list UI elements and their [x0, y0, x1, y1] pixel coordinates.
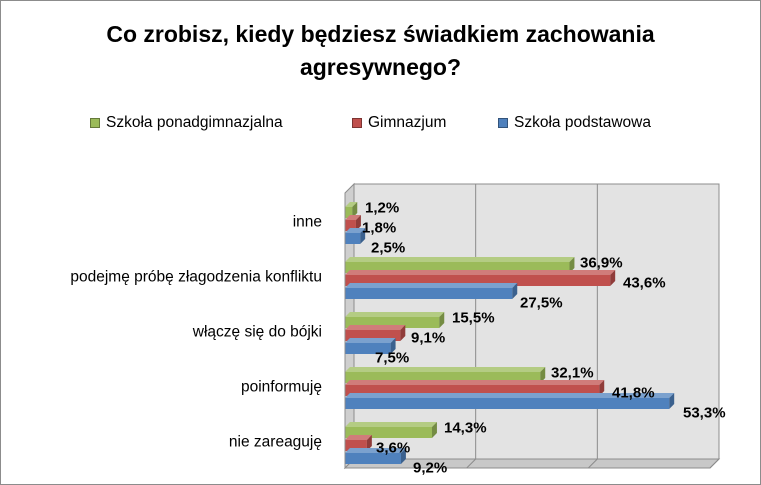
bar-end-1-5 — [431, 422, 437, 438]
bar-top-1-2 — [345, 257, 575, 262]
category-label-5: nie zareaguję — [229, 434, 322, 451]
legend-label: Gimnazjum — [368, 114, 447, 131]
data-label-1-2: 36,9% — [580, 255, 623, 272]
bar-top-1-1 — [345, 202, 358, 207]
bar-2-1 — [345, 220, 356, 231]
data-label-2-2: 43,6% — [623, 275, 666, 292]
category-label-3: włączę się do bójki — [192, 324, 322, 341]
gridline-floor — [587, 458, 598, 469]
category-label-2: podejmę próbę złagodzenia konfliktu — [70, 269, 322, 286]
bar-end-1-2 — [569, 257, 575, 273]
bar-end-3-4 — [669, 393, 675, 409]
bar-3-1 — [345, 233, 361, 244]
bar-2-2 — [345, 275, 611, 286]
bar-end-1-1 — [352, 202, 358, 218]
data-label-3-4: 53,3% — [683, 405, 726, 422]
bar-end-1-4 — [540, 367, 546, 383]
chart-title: Co zrobisz, kiedy będziesz świadkiem zac… — [106, 21, 655, 80]
bar-end-2-5 — [366, 435, 372, 451]
data-label-1-4: 32,1% — [551, 365, 594, 382]
bar-2-5 — [345, 440, 367, 451]
legend-label: Szkoła podstawowa — [514, 114, 651, 131]
data-label-3-2: 27,5% — [520, 295, 563, 312]
category-label-4: poinformuję — [241, 379, 322, 396]
bar-end-1-3 — [439, 312, 445, 328]
bar-top-2-2 — [345, 270, 616, 275]
bar-3-4 — [345, 398, 670, 409]
bar-top-3-2 — [345, 283, 518, 288]
bar-3-2 — [345, 288, 513, 299]
gridline-floor — [466, 458, 477, 469]
data-label-2-1: 1,8% — [362, 220, 396, 237]
legend-swatch — [90, 118, 100, 128]
category-label-1: inne — [293, 214, 322, 231]
bar-top-1-4 — [345, 367, 546, 372]
bar-1-1 — [345, 207, 353, 218]
data-label-2-3: 9,1% — [411, 330, 445, 347]
bar-top-1-3 — [345, 312, 445, 317]
bar-2-3 — [345, 330, 401, 341]
bar-top-2-4 — [345, 380, 605, 385]
bar-3-5 — [345, 453, 401, 464]
bar-1-5 — [345, 427, 432, 438]
legend-swatch — [498, 118, 508, 128]
legend-item-3: Szkoła podstawowa — [498, 114, 651, 132]
bar-3-3 — [345, 343, 391, 354]
bar-end-3-3 — [390, 338, 396, 354]
legend-item-1: Szkoła ponadgimnazjalna — [90, 114, 283, 132]
bar-top-3-4 — [345, 393, 675, 398]
bar-end-3-5 — [400, 448, 406, 464]
data-label-3-5: 9,2% — [413, 460, 447, 477]
bar-top-1-5 — [345, 422, 437, 427]
bar-1-3 — [345, 317, 440, 328]
data-label-1-5: 14,3% — [444, 420, 487, 437]
bar-end-3-2 — [512, 283, 518, 299]
bar-top-3-5 — [345, 448, 406, 453]
legend: Szkoła ponadgimnazjalna Gimnazjum Szkoła p… — [0, 114, 761, 134]
bar-1-2 — [345, 262, 570, 273]
legend-item-2: Gimnazjum — [352, 114, 446, 132]
bar-top-2-1 — [345, 215, 361, 220]
data-label-2-5: 3,6% — [376, 440, 410, 457]
bar-end-2-4 — [599, 380, 605, 396]
bar-top-3-3 — [345, 338, 396, 343]
bar-top-2-5 — [345, 435, 372, 440]
legend-label: Szkoła ponadgimnazjalna — [106, 114, 283, 131]
bar-1-4 — [345, 372, 541, 383]
bar-2-4 — [345, 385, 600, 396]
data-label-2-4: 41,8% — [612, 385, 655, 402]
data-label-3-3: 7,5% — [375, 350, 409, 367]
data-label-3-1: 2,5% — [371, 240, 405, 257]
bar-top-3-1 — [345, 228, 366, 233]
legend-swatch — [352, 118, 362, 128]
data-label-1-1: 1,2% — [365, 200, 399, 217]
bar-end-3-1 — [360, 228, 366, 244]
bar-end-2-1 — [355, 215, 361, 231]
bar-top-2-3 — [345, 325, 406, 330]
bar-end-2-2 — [610, 270, 616, 286]
gridline-floor — [709, 458, 720, 469]
data-label-1-3: 15,5% — [452, 310, 495, 327]
bar-end-2-3 — [400, 325, 406, 341]
